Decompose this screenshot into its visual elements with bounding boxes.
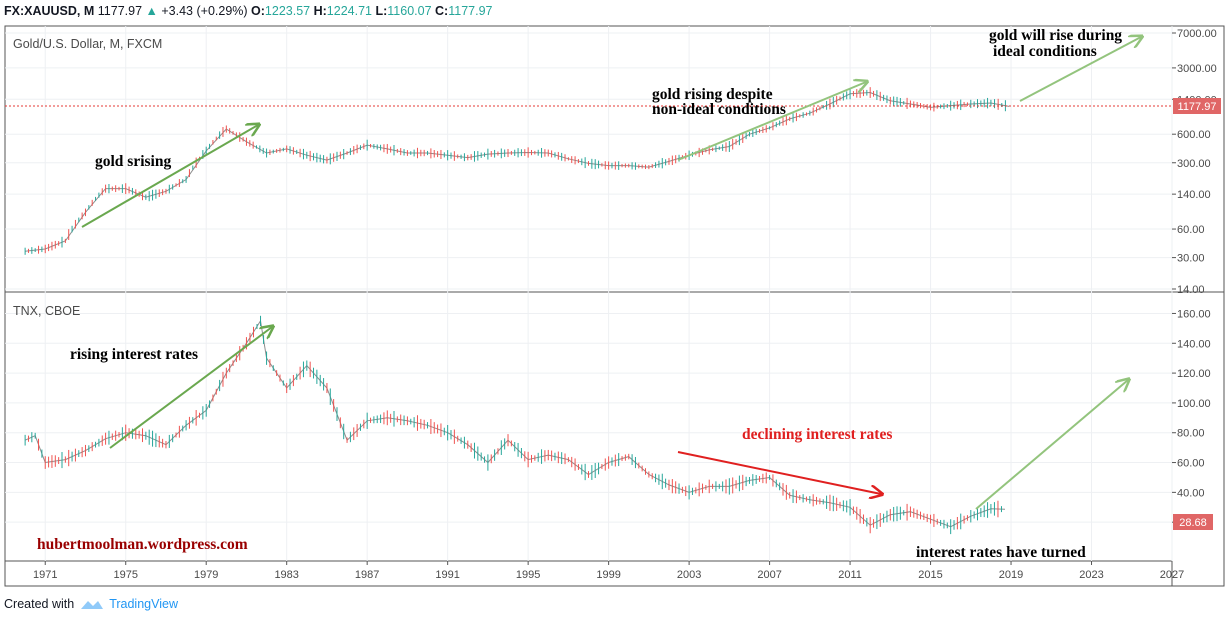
time-tick-label: 1983 — [274, 569, 298, 581]
up-triangle-icon: ▲ — [145, 4, 158, 18]
tnx-tick-label: 80.00 — [1177, 428, 1205, 440]
tradingview-brand: TradingView — [109, 597, 178, 611]
gold-tick-label: 30.00 — [1177, 253, 1205, 265]
watermark-url: hubertmoolman.wordpress.com — [37, 536, 248, 553]
tnx-tick-label: 60.00 — [1177, 458, 1205, 470]
annotation-gold-srising: gold srising — [95, 153, 171, 170]
symbol-header: FX:XAUUSD, M 1177.97 ▲ +3.43 (+0.29%) O:… — [4, 4, 493, 18]
open-value: 1223.57 — [264, 4, 311, 18]
annotation-rates-turned: interest rates have turned — [916, 544, 1086, 561]
tnx-last-tag — [1173, 514, 1213, 530]
tnx-tick-label: 100.00 — [1177, 398, 1211, 410]
annotation-gold-nonideal-2: non-ideal conditions — [652, 101, 786, 118]
price-change: +3.43 (+0.29%) — [161, 4, 248, 18]
chart-frame — [4, 25, 1225, 587]
low-label: L: — [375, 4, 388, 18]
tnx-pane-title: TNX, CBOE — [13, 304, 80, 318]
time-tick-label: 2015 — [918, 569, 942, 581]
created-with-text: Created with — [4, 597, 75, 611]
gold-tick-label: 600.00 — [1177, 129, 1211, 141]
tnx-tick-label: 40.00 — [1177, 487, 1205, 499]
gold-tick-label: 140.00 — [1177, 189, 1211, 201]
tnx-series[interactable] — [24, 315, 1006, 535]
last-price-tag-text: 1177.97 — [1178, 101, 1217, 113]
time-tick-label: 2019 — [999, 569, 1023, 581]
annotation-declining-rates: declining interest rates — [742, 426, 892, 443]
time-tick-label: 2011 — [838, 569, 862, 581]
high-label: H: — [313, 4, 327, 18]
close-value: 1177.97 — [448, 4, 493, 18]
time-tick-label: 1995 — [516, 569, 540, 581]
time-tick-label: 1971 — [33, 569, 57, 581]
time-tick-label: 1987 — [355, 569, 379, 581]
gold-pane-title: Gold/U.S. Dollar, M, FXCM — [13, 37, 162, 51]
last-price: 1177.97 — [97, 4, 143, 18]
gold-rising-arrow — [81, 125, 258, 228]
time-tick-label: 2023 — [1079, 569, 1103, 581]
gold-tick-label: 300.00 — [1177, 158, 1211, 170]
tnx-tick-label: 140.00 — [1177, 338, 1211, 350]
gold-ideal-arrow — [1019, 37, 1141, 102]
tradingview-link[interactable]: TradingView — [80, 597, 178, 611]
gold-tick-label: 60.00 — [1177, 224, 1205, 236]
rates-turning-arrow — [975, 380, 1128, 510]
time-tick-label: 2003 — [677, 569, 701, 581]
gold-nonideal-arrow — [677, 82, 866, 161]
gold-tick-label: 14.00 — [1177, 284, 1205, 296]
annotation-gold-ideal-1: gold will rise during — [989, 27, 1122, 44]
rates-declining-arrow — [677, 451, 881, 494]
close-label: C: — [435, 4, 449, 18]
footer: Created with TradingView — [4, 597, 178, 611]
rates-rising-arrow — [109, 327, 272, 449]
time-tick-label: 2027 — [1160, 569, 1184, 581]
time-tick-label: 1975 — [113, 569, 137, 581]
gold-tick-label: 7000.00 — [1177, 28, 1217, 40]
time-tick-label: 1991 — [435, 569, 459, 581]
time-tick-label: 1979 — [194, 569, 218, 581]
time-tick-label: 2007 — [757, 569, 781, 581]
open-label: O: — [251, 4, 265, 18]
annotation-rising-rates: rising interest rates — [70, 346, 198, 363]
tnx-tick-label: 120.00 — [1177, 368, 1211, 380]
low-value: 1160.07 — [387, 4, 432, 18]
tradingview-logo-icon — [81, 601, 104, 609]
annotation-gold-nonideal-1: gold rising despite — [652, 86, 773, 103]
high-value: 1224.71 — [326, 4, 372, 18]
symbol-name[interactable]: FX:XAUUSD, M — [4, 4, 95, 18]
annotation-gold-ideal-2: ideal conditions — [993, 43, 1097, 60]
time-axis[interactable]: 1971 1975 1979 1983 1987 1991 1995 1999 2003 2007… — [33, 561, 1184, 581]
tnx-last-tag-text: 28.68 — [1179, 517, 1207, 529]
last-price-tag — [1173, 98, 1221, 114]
gold-tick-label: 3000.00 — [1177, 63, 1217, 75]
tnx-tick-label: 160.00 — [1177, 308, 1211, 320]
time-tick-label: 1999 — [596, 569, 620, 581]
